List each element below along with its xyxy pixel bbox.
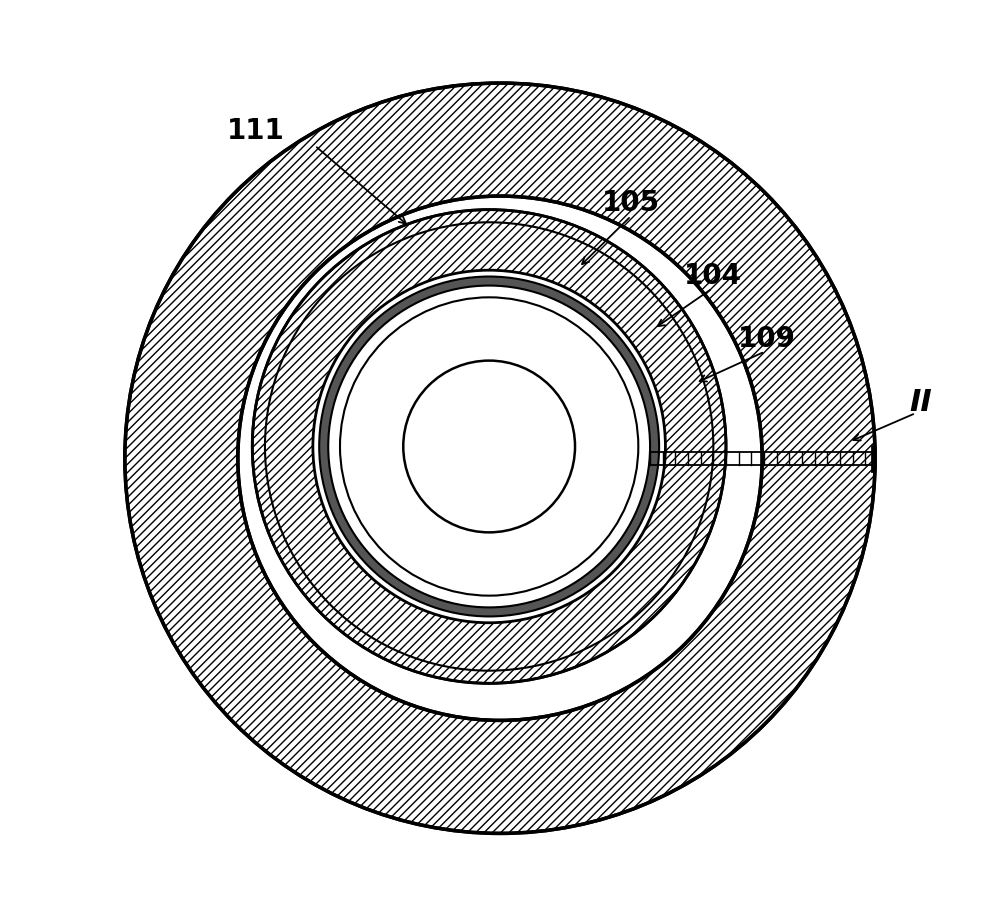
Text: II: II [909,387,932,416]
Circle shape [319,277,659,617]
Text: 109: 109 [738,325,796,352]
Circle shape [125,84,875,833]
Text: 104: 104 [683,262,741,289]
Text: 105: 105 [602,190,660,217]
Circle shape [313,271,665,623]
Circle shape [238,197,762,721]
Circle shape [252,210,726,684]
Circle shape [328,286,650,608]
Circle shape [340,298,638,596]
Circle shape [403,361,575,533]
Text: 111: 111 [227,117,285,144]
